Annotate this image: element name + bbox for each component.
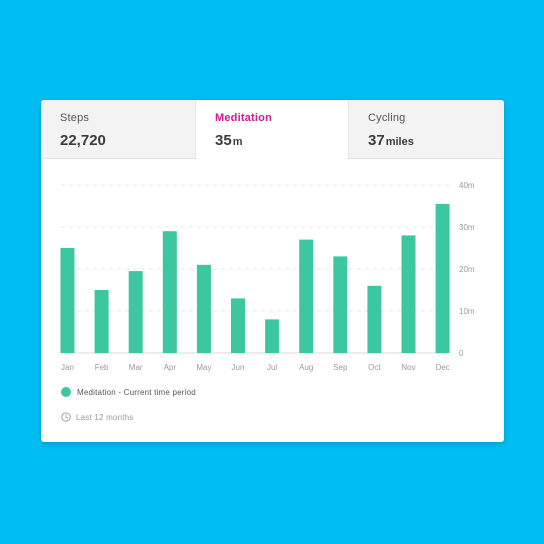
time-period-label: Last 12 months: [76, 412, 134, 422]
tab-cycling-unit: miles: [385, 136, 414, 148]
tab-steps[interactable]: Steps 22,720: [41, 100, 195, 159]
y-tick-label: 20m: [459, 265, 475, 274]
x-tick-label: May: [196, 363, 211, 372]
bar-mar[interactable]: [128, 271, 143, 353]
x-tick-label: Jul: [267, 363, 277, 372]
meditation-bar-chart: 0 10m 20m 30m 40m Jan Feb Mar Apr May Jun Jul Aug Sep…: [60, 181, 475, 372]
tab-meditation-unit: m: [232, 136, 243, 148]
bar-nov[interactable]: [401, 235, 416, 353]
x-tick-label: Jun: [232, 363, 245, 372]
bar-aug[interactable]: [299, 239, 314, 353]
y-tick-label: 0: [459, 349, 464, 358]
time-period: Last 12 months: [61, 412, 134, 422]
legend-swatch: [61, 387, 71, 397]
tab-bar: Steps 22,720 Meditation 35m Cycling 37mi…: [41, 100, 504, 160]
legend-label: Meditation - Current time period: [77, 387, 196, 397]
x-tick-label: Sep: [333, 363, 348, 372]
tab-meditation-label: Meditation: [215, 112, 272, 124]
tab-meditation[interactable]: Meditation 35m: [195, 100, 349, 160]
y-tick-label: 30m: [459, 223, 475, 232]
bar-jun[interactable]: [231, 298, 245, 353]
bar-dec[interactable]: [435, 203, 450, 353]
y-tick-label: 40m: [459, 181, 475, 190]
tab-cycling-value: 37miles: [368, 132, 414, 149]
x-tick-label: Apr: [164, 363, 177, 372]
bar-jan[interactable]: [60, 248, 75, 353]
x-tick-label: Dec: [435, 363, 449, 372]
bar-feb[interactable]: [94, 290, 109, 353]
bar-sep[interactable]: [333, 256, 348, 353]
tab-steps-value: 22,720: [60, 132, 106, 149]
bar-oct[interactable]: [367, 285, 382, 353]
bar-apr[interactable]: [162, 231, 177, 353]
x-tick-label: Aug: [299, 363, 313, 372]
stats-card: Steps 22,720 Meditation 35m Cycling 37mi…: [41, 100, 504, 442]
x-tick-label: Oct: [368, 363, 381, 372]
tab-cycling[interactable]: Cycling 37miles: [349, 100, 504, 159]
tab-steps-label: Steps: [60, 112, 90, 124]
y-tick-label: 10m: [459, 307, 475, 316]
chart-legend: Meditation - Current time period: [61, 387, 196, 397]
x-tick-label: Nov: [401, 363, 415, 372]
x-tick-label: Feb: [95, 363, 109, 372]
x-tick-label: Mar: [129, 363, 143, 372]
bar-jul[interactable]: [265, 319, 280, 353]
x-tick-label: Jan: [61, 363, 74, 372]
tab-meditation-value: 35m: [215, 132, 243, 149]
bar-may[interactable]: [196, 264, 211, 353]
tab-cycling-label: Cycling: [368, 112, 406, 124]
clock-icon: [61, 412, 71, 422]
